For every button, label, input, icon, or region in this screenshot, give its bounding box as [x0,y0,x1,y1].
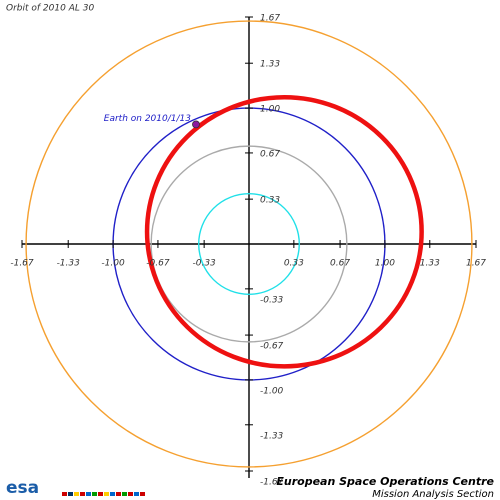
y-tick-label: -1.33 [260,431,284,441]
x-tick-label: -0.33 [192,259,216,269]
y-tick-label: 1.00 [260,105,280,115]
planet-orbit [198,193,300,295]
earth-marker [192,120,200,129]
footer-org: European Space Operations Centre [276,475,494,488]
y-tick-label: 0.33 [260,196,280,206]
x-tick-label: 0.33 [284,259,304,269]
logo: esa [6,478,39,498]
y-tick-label: 1.67 [260,14,280,24]
x-tick-label: 1.33 [420,259,440,269]
y-tick-label: -1.00 [260,386,284,396]
planet-orbit [150,145,348,343]
y-tick-label: 0.67 [260,149,280,159]
y-tick-label: -0.33 [260,295,284,305]
y-tick-label: 1.33 [260,60,280,70]
x-tick-label: 0.67 [330,259,350,269]
planet-orbit [25,20,473,468]
x-tick-label: -1.67 [10,259,34,269]
y-tick-label: -0.67 [260,342,284,352]
x-tick-label: -1.33 [57,259,81,269]
x-tick-label: -0.67 [146,259,170,269]
y-tick-label: -1.67 [260,478,284,488]
marker-label: Earth on 2010/1/13 [104,114,191,124]
flags [62,492,145,496]
x-tick-label: 1.00 [375,259,395,269]
x-tick-label: -1.00 [101,259,125,269]
chart-title: Orbit of 2010 AL 30 [6,4,94,14]
object-orbit [144,94,424,369]
x-tick-label: 1.67 [466,259,486,269]
footer-section: Mission Analysis Section [372,489,494,500]
